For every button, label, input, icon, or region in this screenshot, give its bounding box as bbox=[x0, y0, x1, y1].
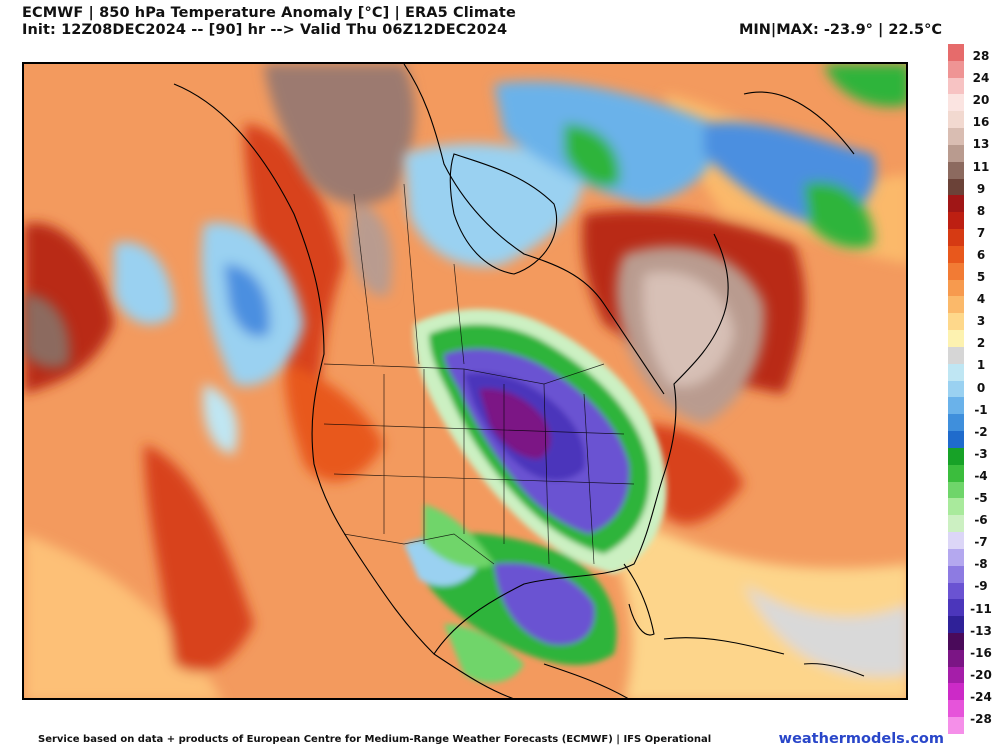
colorbar-swatch bbox=[948, 632, 964, 650]
colorbar-swatch bbox=[948, 498, 964, 516]
colorbar-swatch bbox=[948, 161, 964, 179]
colorbar-tick-label: -1 bbox=[974, 402, 988, 417]
colorbar-swatch bbox=[948, 599, 964, 617]
colorbar-swatch bbox=[948, 229, 964, 246]
colorbar-swatch bbox=[948, 44, 964, 61]
colorbar-tick-label: 6 bbox=[976, 247, 986, 262]
site-link[interactable]: weathermodels.com bbox=[778, 731, 944, 747]
colorbar-tick-label: -6 bbox=[974, 513, 988, 528]
colorbar-swatch bbox=[948, 532, 964, 549]
colorbar-tick-label: -5 bbox=[974, 491, 988, 505]
colorbar-swatch bbox=[948, 94, 964, 112]
colorbar-swatch bbox=[948, 380, 964, 398]
colorbar-swatch bbox=[948, 616, 964, 633]
colorbar-swatch bbox=[948, 582, 964, 600]
colorbar-swatch bbox=[948, 144, 964, 162]
colorbar-swatch bbox=[948, 515, 964, 533]
colorbar-swatch bbox=[948, 683, 964, 701]
coastlines bbox=[173, 64, 865, 698]
colorbar-tick-label: -2 bbox=[974, 424, 988, 439]
colorbar-tick-label: 24 bbox=[972, 71, 990, 86]
init-valid-time: Init: 12Z08DEC2024 -- [90] hr --> Valid … bbox=[22, 22, 508, 38]
colorbar-swatch bbox=[948, 346, 964, 364]
colorbar-swatch bbox=[948, 313, 964, 331]
colorbar-swatch bbox=[948, 212, 964, 230]
colorbar-swatch bbox=[948, 178, 964, 196]
colorbar-swatch bbox=[948, 717, 964, 734]
anomaly-field bbox=[24, 64, 906, 698]
colorbar-swatch bbox=[948, 128, 964, 145]
colorbar-tick-label: -4 bbox=[974, 468, 988, 483]
colorbar-swatch bbox=[948, 279, 964, 297]
colorbar-swatch bbox=[948, 195, 964, 213]
colorbar-swatch bbox=[948, 60, 964, 78]
colorbar-swatch bbox=[948, 431, 964, 448]
colorbar-tick-label: -9 bbox=[974, 579, 988, 594]
colorbar-swatch bbox=[948, 649, 964, 667]
colorbar-tick-label: -3 bbox=[974, 446, 988, 461]
temperature-anomaly-map bbox=[22, 62, 908, 700]
colorbar-swatch bbox=[948, 447, 964, 465]
colorbar-swatch bbox=[948, 296, 964, 314]
colorbar-tick-label: -8 bbox=[974, 557, 988, 572]
colorbar-tick-label: 11 bbox=[972, 159, 990, 174]
colorbar-swatch bbox=[948, 414, 964, 432]
colorbar-tick-label: 4 bbox=[976, 292, 986, 307]
colorbar-tick-label: 28 bbox=[972, 49, 990, 63]
colorbar-tick-label: 3 bbox=[976, 314, 986, 329]
colorbar-tick-label: -7 bbox=[974, 535, 988, 550]
colorbar-swatch bbox=[948, 464, 964, 482]
colorbar-tick-label: 16 bbox=[972, 115, 990, 130]
colorbar-tick-label: 1 bbox=[976, 358, 986, 373]
colorbar bbox=[948, 44, 964, 734]
colorbar-tick-label: -13 bbox=[970, 623, 992, 638]
colorbar-tick-label: -11 bbox=[970, 601, 992, 616]
colorbar-tick-label: 7 bbox=[976, 225, 986, 240]
colorbar-tick-label: -20 bbox=[970, 667, 992, 682]
colorbar-swatch bbox=[948, 262, 964, 280]
colorbar-tick-label: -24 bbox=[970, 689, 992, 704]
colorbar-swatch bbox=[948, 330, 964, 347]
colorbar-swatch bbox=[948, 111, 964, 129]
colorbar-swatch bbox=[948, 666, 964, 684]
colorbar-swatch bbox=[948, 548, 964, 566]
colorbar-tick-label: 8 bbox=[976, 203, 986, 218]
min-max-readout: MIN|MAX: -23.9° | 22.5°C bbox=[738, 22, 942, 38]
colorbar-tick-label: 13 bbox=[972, 137, 990, 152]
data-credit: Service based on data + products of Euro… bbox=[38, 734, 712, 745]
colorbar-tick-label: -16 bbox=[970, 645, 992, 660]
colorbar-swatch bbox=[948, 363, 964, 381]
colorbar-tick-label: 2 bbox=[976, 336, 986, 351]
colorbar-swatch bbox=[948, 565, 964, 583]
colorbar-tick-label: 5 bbox=[976, 270, 986, 284]
colorbar-tick-label: 0 bbox=[976, 380, 986, 395]
colorbar-swatch bbox=[948, 397, 964, 415]
map-title: ECMWF | 850 hPa Temperature Anomaly [°C]… bbox=[22, 5, 516, 21]
political-borders bbox=[323, 183, 635, 565]
colorbar-tick-label: 9 bbox=[976, 181, 986, 196]
colorbar-swatch bbox=[948, 700, 964, 718]
colorbar-tick-label: -28 bbox=[970, 712, 992, 726]
colorbar-swatch bbox=[948, 77, 964, 95]
colorbar-swatch bbox=[948, 245, 964, 263]
colorbar-swatch bbox=[948, 481, 964, 499]
colorbar-tick-label: 20 bbox=[972, 93, 990, 108]
